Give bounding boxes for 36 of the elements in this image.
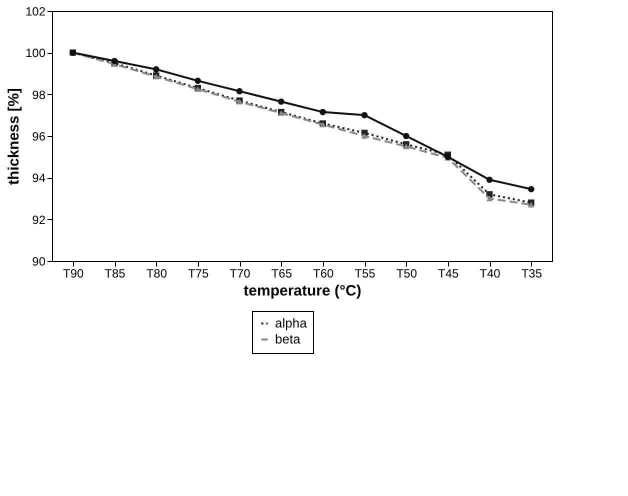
legend-label: alpha bbox=[275, 316, 308, 330]
legend-label: beta bbox=[275, 332, 302, 346]
y-tick-label: 96 bbox=[32, 130, 46, 144]
x-tick-label: T70 bbox=[230, 266, 251, 280]
point bbox=[486, 176, 493, 183]
x-tick-label: T80 bbox=[146, 266, 168, 280]
x-tick-label: T40 bbox=[480, 266, 501, 280]
point bbox=[528, 202, 534, 208]
y-tick-label: 102 bbox=[25, 4, 46, 18]
y-tick-label: 100 bbox=[25, 46, 46, 60]
x-axis-title: temperature (°C) bbox=[244, 282, 362, 300]
x-tick-label: T90 bbox=[62, 266, 84, 280]
point bbox=[320, 108, 326, 116]
y-tick-label: 98 bbox=[32, 88, 46, 102]
point bbox=[236, 88, 243, 94]
point bbox=[361, 133, 368, 139]
point bbox=[153, 66, 160, 72]
y-tick-label: 90 bbox=[32, 254, 46, 268]
x-tick-label: T35 bbox=[521, 266, 542, 280]
x-tick-label: T75 bbox=[188, 266, 209, 280]
point bbox=[528, 186, 534, 192]
point bbox=[194, 78, 201, 84]
x-tick-label: T85 bbox=[104, 266, 126, 280]
point bbox=[403, 132, 410, 140]
x-tick-label: T65 bbox=[271, 266, 292, 280]
point bbox=[403, 144, 410, 150]
y-tick-label: 94 bbox=[32, 171, 46, 186]
x-tick-label: T55 bbox=[354, 266, 376, 280]
point bbox=[486, 196, 493, 202]
point bbox=[278, 98, 284, 105]
x-tick-label: T45 bbox=[438, 266, 459, 280]
y-tick-label: 92 bbox=[32, 212, 46, 227]
y-axis-title: thickness [%] bbox=[5, 88, 22, 185]
x-tick-label: T50 bbox=[396, 266, 418, 280]
x-tick-label: T60 bbox=[312, 266, 334, 280]
point bbox=[361, 112, 368, 118]
